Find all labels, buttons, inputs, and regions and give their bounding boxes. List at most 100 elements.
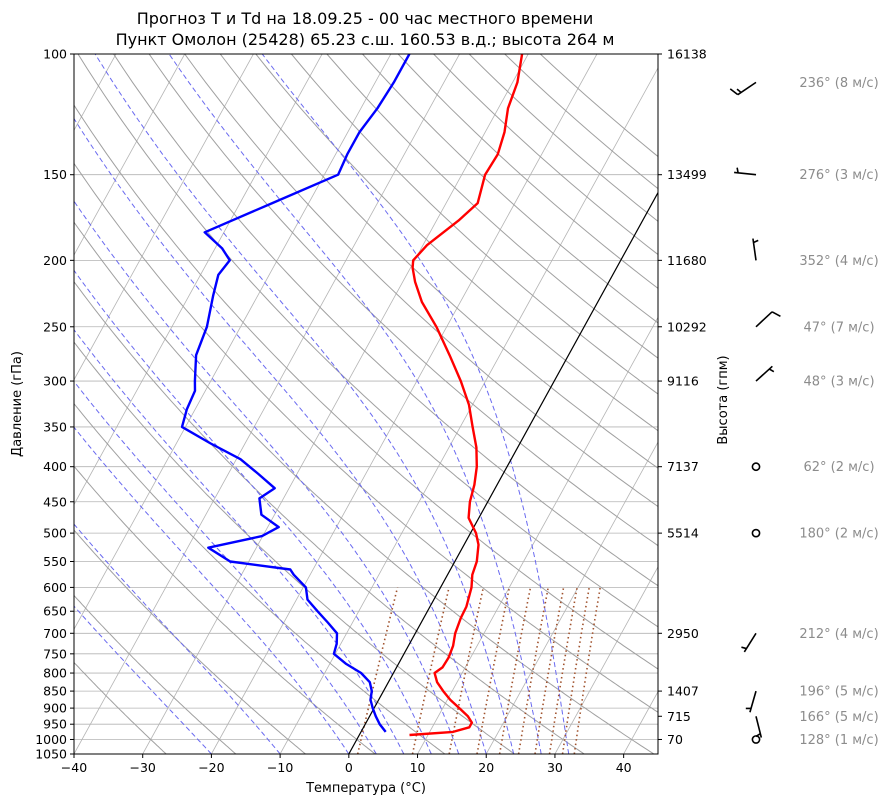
moist-adiabat — [74, 426, 350, 754]
dry-adiabat — [74, 661, 167, 754]
dry-adiabat — [77, 54, 658, 628]
y-tick-label: 1000 — [35, 732, 67, 747]
wind-barb-calm — [751, 462, 761, 472]
dry-adiabat — [148, 54, 658, 547]
dry-adiabat — [255, 54, 658, 432]
wind-barb-calm — [751, 735, 761, 744]
dry-adiabat — [74, 221, 655, 754]
height-tick-label: 13499 — [667, 167, 707, 182]
wind-barb-halfflag — [741, 646, 747, 650]
y-tick-label: 900 — [43, 701, 67, 716]
moist-adiabat — [74, 380, 377, 754]
x-tick-label: 20 — [478, 760, 494, 775]
wind-barb-flag — [771, 311, 781, 318]
mixing-ratio-line — [498, 587, 532, 754]
x-tick-label: 0 — [345, 760, 353, 775]
height-tick-label: 16138 — [667, 47, 707, 62]
x-tick-label: 10 — [410, 760, 426, 775]
isotherm-line — [623, 690, 658, 754]
x-tick-label: −20 — [198, 760, 224, 775]
y-tick-label: 850 — [43, 684, 67, 699]
dry-adiabat — [74, 341, 515, 754]
wind-label: 276° (3 м/с) — [799, 168, 878, 183]
y-tick-label: 350 — [43, 419, 67, 434]
wind-label: 128° (1 м/с) — [799, 733, 878, 748]
wind-label: 47° (7 м/с) — [803, 320, 874, 335]
moist-adiabat — [94, 54, 515, 754]
dry-adiabat — [504, 54, 658, 190]
wind-barb-calm — [751, 528, 761, 538]
background-lines — [74, 54, 658, 754]
dry-adiabat — [74, 465, 376, 754]
height-tick-label: 2950 — [667, 626, 699, 641]
y-tick-label: 500 — [43, 526, 67, 541]
x-tick-label: 40 — [616, 760, 632, 775]
dry-adiabat — [113, 54, 658, 587]
dry-adiabat — [74, 594, 237, 754]
wind-barb-shaft — [755, 311, 773, 328]
wind-label: 180° (2 м/с) — [799, 527, 878, 542]
moist-adiabat — [74, 200, 460, 754]
wind-label: 196° (5 м/с) — [799, 685, 878, 700]
moist-adiabat — [74, 523, 281, 754]
height-tick-label: 10292 — [667, 319, 707, 334]
dry-adiabat — [468, 54, 658, 222]
dry-adiabat — [219, 54, 658, 469]
dry-adiabat — [74, 162, 658, 713]
profiles — [180, 54, 524, 737]
y-axis-label-right: Высота (гпм) — [716, 355, 731, 444]
isotherm-line — [74, 54, 254, 381]
chart-title-line1: Прогноз T и Td на 18.09.25 - 00 час мест… — [137, 9, 593, 28]
x-tick-label: −30 — [130, 760, 156, 775]
x-tick-label: 30 — [547, 760, 563, 775]
wind-barb-halfflag — [736, 88, 742, 94]
height-tick-label: 715 — [667, 709, 691, 724]
wind-barb-halfflag — [753, 239, 759, 244]
mixing-ratio-line — [411, 587, 450, 754]
mixing-ratio-line — [517, 587, 549, 754]
mixing-ratio-line — [561, 587, 590, 754]
height-tick-label: 7137 — [667, 459, 699, 474]
dry-adiabat — [326, 54, 658, 359]
x-axis-label: Температура (°C) — [305, 781, 426, 796]
y-tick-label: 250 — [43, 319, 67, 334]
wind-label: 166° (5 м/с) — [799, 710, 878, 725]
moist-adiabat — [74, 328, 405, 754]
y-tick-label: 400 — [43, 459, 67, 474]
y-tick-label: 550 — [43, 554, 67, 569]
wind-barb-flag — [729, 88, 739, 96]
isotherm-line — [554, 566, 658, 754]
wind-label: 48° (3 м/с) — [803, 375, 874, 390]
wind-barb-halfflag — [768, 368, 775, 373]
wind-label: 62° (2 м/с) — [803, 460, 874, 475]
wind-barb-halfflag — [736, 167, 739, 173]
wind-label: 352° (4 м/с) — [799, 254, 878, 269]
temperature-profile — [409, 54, 524, 737]
wind-panel: 236° (8 м/с) 276° (3 м/с) 352° (4 м/с) 47° … — [729, 76, 879, 748]
isotherm-line — [74, 54, 460, 754]
isotherm-line — [74, 54, 392, 631]
height-tick-label: 1407 — [667, 684, 699, 699]
axes: −40 −30 −20 −10 0 10 20 30 40 100 150 200 250 300 350 4… — [35, 47, 707, 776]
dry-adiabat — [184, 54, 658, 508]
y-tick-label: 800 — [43, 666, 67, 681]
dewpoint-profile — [180, 54, 411, 733]
dry-adiabat — [74, 280, 585, 754]
y-tick-label: 950 — [43, 717, 67, 732]
y-axis-label: Давление (гПа) — [10, 351, 25, 457]
dry-adiabat — [362, 54, 658, 324]
zero-isotherm — [348, 191, 658, 754]
mixing-ratio-line — [573, 587, 601, 754]
mixing-ratio-line — [448, 587, 485, 754]
mixing-ratio-line — [476, 587, 511, 754]
isotherm-line — [211, 54, 598, 754]
dry-adiabat — [74, 104, 658, 670]
y-tick-label: 750 — [43, 646, 67, 661]
mixing-ratio-line — [356, 587, 399, 754]
dry-adiabat — [74, 529, 306, 754]
moist-adiabat — [74, 269, 432, 754]
y-tick-label: 650 — [43, 604, 67, 619]
y-tick-label: 150 — [43, 167, 67, 182]
y-tick-label: 200 — [43, 253, 67, 268]
